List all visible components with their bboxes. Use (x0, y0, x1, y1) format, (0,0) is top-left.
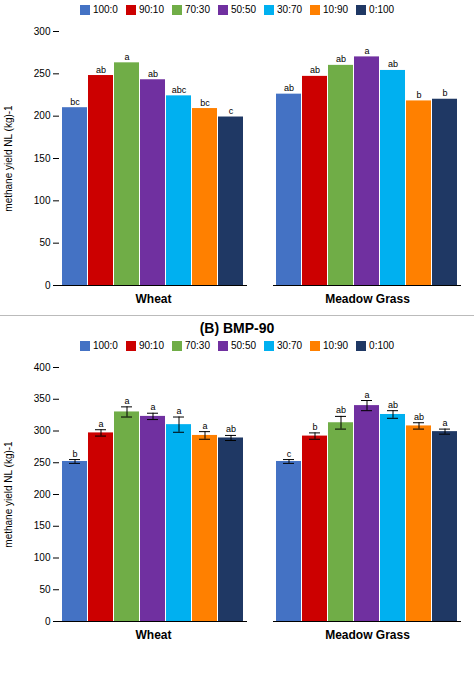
svg-text:methane yield NL (kg)-1: methane yield NL (kg)-1 (3, 105, 14, 212)
svg-text:a: a (150, 402, 155, 412)
svg-text:b: b (416, 90, 421, 100)
svg-text:abc: abc (172, 85, 187, 95)
svg-text:a: a (98, 419, 103, 429)
html-text:10:90: 10:90 (323, 4, 349, 15)
svg-text:ab: ab (96, 65, 106, 75)
svg-text:ab: ab (388, 400, 398, 410)
svg-text:bc: bc (70, 97, 80, 107)
svg-text:0: 0 (45, 280, 51, 291)
svg-text:Wheat: Wheat (136, 292, 172, 306)
svg-text:a: a (124, 52, 129, 62)
svg-text:a: a (364, 390, 369, 400)
svg-text:c: c (229, 106, 234, 116)
svg-text:200: 200 (34, 110, 51, 121)
html-text:0:100: 0:100 (369, 4, 395, 15)
html-text:(B) BMP-90: (B) BMP-90 (199, 320, 275, 336)
html-text:10:90: 10:90 (323, 340, 349, 351)
svg-text:400: 400 (34, 362, 51, 373)
html-text:100:0: 100:0 (92, 340, 118, 351)
svg-text:a: a (364, 46, 369, 56)
svg-text:Meadow Grass: Meadow Grass (325, 628, 410, 642)
svg-text:ab: ab (226, 424, 236, 434)
svg-text:100: 100 (34, 552, 51, 563)
html-text:90:10: 90:10 (138, 340, 164, 351)
svg-text:ab: ab (414, 412, 424, 422)
svg-text:350: 350 (34, 393, 51, 404)
html-text:90:10: 90:10 (138, 4, 164, 15)
svg-text:Meadow Grass: Meadow Grass (325, 292, 410, 306)
svg-text:ab: ab (336, 54, 346, 64)
html-text:50:50: 50:50 (231, 4, 256, 15)
svg-text:a: a (202, 421, 207, 431)
svg-text:300: 300 (34, 425, 51, 436)
svg-text:250: 250 (34, 68, 51, 79)
svg-text:Wheat: Wheat (136, 628, 172, 642)
html-text:100:0: 100:0 (92, 4, 118, 15)
svg-text:bc: bc (200, 98, 210, 108)
svg-text:50: 50 (39, 237, 51, 248)
svg-text:c: c (287, 449, 292, 459)
svg-text:b: b (72, 449, 77, 459)
html-text:30:70: 30:70 (277, 4, 302, 15)
svg-text:a: a (124, 396, 129, 406)
svg-text:a: a (442, 418, 447, 428)
svg-text:0: 0 (45, 616, 51, 627)
svg-text:ab: ab (388, 59, 398, 69)
svg-text:methane yield NL (kg)-1: methane yield NL (kg)-1 (3, 441, 14, 548)
svg-text:150: 150 (34, 520, 51, 531)
svg-text:b: b (312, 422, 317, 432)
svg-text:ab: ab (148, 69, 158, 79)
svg-text:ab: ab (284, 83, 294, 93)
svg-text:250: 250 (34, 457, 51, 468)
html-text:70:30: 70:30 (185, 4, 210, 15)
svg-text:300: 300 (34, 26, 51, 37)
html-text:0:100: 0:100 (369, 340, 395, 351)
svg-text:50: 50 (39, 584, 51, 595)
svg-text:b: b (442, 88, 447, 98)
svg-text:100: 100 (34, 195, 51, 206)
svg-text:150: 150 (34, 153, 51, 164)
svg-text:ab: ab (310, 65, 320, 75)
html-text:50:50: 50:50 (231, 340, 256, 351)
svg-text:ab: ab (336, 405, 346, 415)
svg-text:200: 200 (34, 489, 51, 500)
html-text:30:70: 30:70 (277, 340, 302, 351)
html-text:70:30: 70:30 (185, 340, 210, 351)
svg-text:a: a (176, 406, 181, 416)
